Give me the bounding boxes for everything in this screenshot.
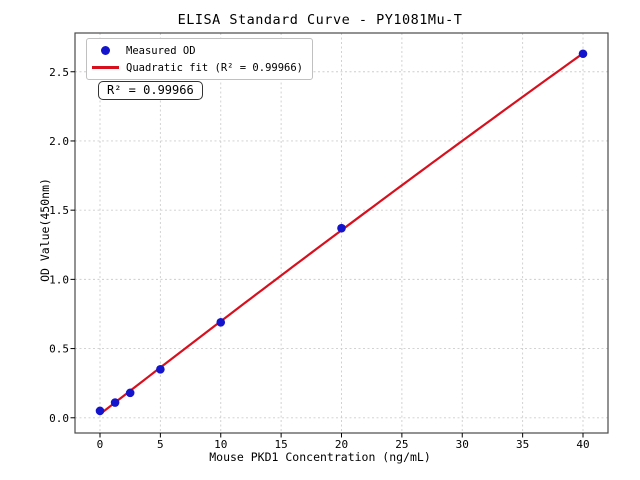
y-tick-label: 1.5 bbox=[49, 204, 69, 217]
x-tick-label: 10 bbox=[214, 438, 227, 451]
chart-title: ELISA Standard Curve - PY1081Mu-T bbox=[177, 12, 463, 28]
x-tick-label: 25 bbox=[395, 438, 408, 451]
x-tick-label: 5 bbox=[157, 438, 164, 451]
legend-item-quadratic-fit: Quadratic fit (R² = 0.99966) bbox=[92, 59, 303, 76]
data-point bbox=[337, 223, 346, 233]
legend-handle bbox=[92, 46, 119, 55]
data-point bbox=[216, 317, 226, 327]
x-tick-label: 30 bbox=[456, 438, 469, 451]
x-tick-label: 0 bbox=[97, 438, 104, 451]
data-point bbox=[95, 406, 105, 416]
x-axis-label: Mouse PKD1 Concentration (ng/mL) bbox=[209, 450, 431, 464]
legend: Measured OD Quadratic fit (R² = 0.99966) bbox=[86, 38, 314, 80]
y-tick-label: 0.5 bbox=[49, 343, 69, 356]
x-tick-label: 15 bbox=[274, 438, 287, 451]
legend-label: Measured OD bbox=[126, 44, 196, 57]
scatter-marker-icon bbox=[101, 46, 110, 55]
r-squared-annotation: R² = 0.99966 bbox=[98, 81, 203, 100]
x-tick-label: 35 bbox=[516, 438, 529, 451]
data-point bbox=[156, 365, 165, 374]
data-point bbox=[578, 49, 588, 59]
legend-handle bbox=[92, 66, 119, 69]
y-tick-label: 2.0 bbox=[49, 135, 69, 148]
fit-line bbox=[98, 52, 585, 416]
x-tick-label: 40 bbox=[576, 438, 589, 451]
data-point bbox=[125, 388, 135, 398]
legend-label: Quadratic fit (R² = 0.99966) bbox=[126, 61, 304, 74]
line-marker-icon bbox=[92, 66, 119, 69]
y-axis-label: OD Value(450nm) bbox=[38, 178, 52, 282]
y-tick-label: 2.5 bbox=[49, 66, 69, 79]
x-tick-label: 20 bbox=[335, 438, 348, 451]
legend-item-measured-od: Measured OD bbox=[92, 42, 303, 59]
y-tick-label: 1.0 bbox=[49, 273, 69, 286]
y-tick-label: 0.0 bbox=[49, 412, 69, 425]
data-point bbox=[110, 398, 120, 407]
